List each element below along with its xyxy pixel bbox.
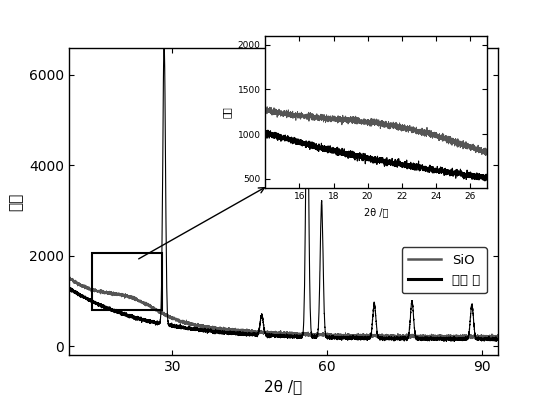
- Y-axis label: 强度: 强度: [9, 192, 24, 211]
- Bar: [92, 253, 162, 310]
- Y-axis label: 强度: 强度: [222, 106, 232, 118]
- Legend: SiO, 纳米 硅: SiO, 纳米 硅: [402, 247, 487, 293]
- X-axis label: 2θ /度: 2θ /度: [364, 207, 388, 217]
- X-axis label: 2θ /度: 2θ /度: [264, 379, 302, 395]
